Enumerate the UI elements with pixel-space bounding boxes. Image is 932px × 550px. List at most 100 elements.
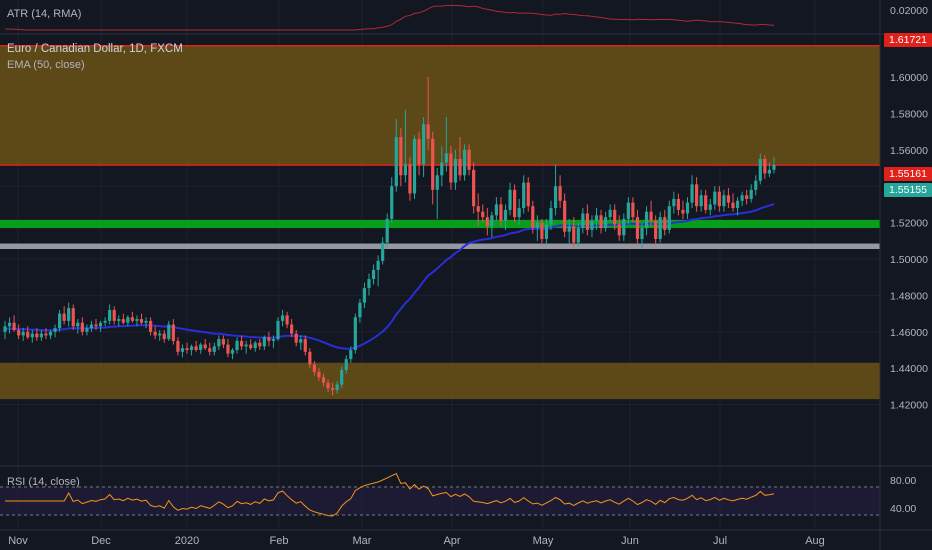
candle — [98, 320, 103, 332]
candle-body — [353, 317, 357, 350]
candle — [604, 211, 608, 232]
candle-body — [481, 211, 485, 218]
candle-body — [294, 333, 298, 343]
candle-body — [189, 346, 194, 350]
candle-body — [740, 195, 744, 201]
candle-body — [258, 342, 262, 347]
candle-body — [76, 322, 80, 327]
candle — [626, 197, 630, 225]
candle-body — [44, 333, 48, 336]
candle — [335, 380, 339, 394]
candle — [767, 162, 771, 178]
candle — [567, 218, 571, 245]
candle-body — [658, 217, 662, 239]
time-tick-label: Dec — [91, 535, 111, 547]
candle-body — [321, 377, 326, 383]
candle — [613, 204, 617, 230]
candle — [199, 342, 203, 354]
candle — [385, 213, 389, 249]
candle-body — [513, 189, 517, 218]
candle-body — [417, 138, 421, 165]
candle-body — [235, 340, 239, 350]
candle-body — [53, 328, 57, 332]
ema-indicator-label[interactable]: EMA (50, close) — [7, 59, 85, 71]
candle — [722, 189, 726, 212]
rsi-indicator-label[interactable]: RSI (14, close) — [7, 476, 80, 488]
candle-body — [663, 217, 667, 230]
candle-body — [544, 224, 549, 239]
candle-body — [367, 279, 371, 289]
candle-body — [381, 242, 385, 261]
candle-body — [262, 337, 266, 347]
candle — [303, 335, 307, 356]
candle — [94, 319, 98, 330]
candle-body — [171, 324, 175, 341]
candle-body — [685, 202, 690, 214]
candle — [440, 146, 444, 187]
candle-body — [290, 324, 294, 334]
candle — [426, 77, 430, 150]
candle — [608, 204, 612, 223]
candle-body — [695, 184, 699, 207]
price-tick-label: 1.48000 — [890, 290, 928, 302]
candle — [67, 302, 71, 327]
candle-body — [531, 206, 535, 229]
candle-body — [394, 137, 398, 187]
candle-body — [449, 153, 453, 183]
candle — [617, 215, 621, 241]
candle-body — [767, 169, 771, 174]
candle-body — [581, 213, 585, 229]
time-axis[interactable]: Nov Dec 2020 Feb Mar Apr May Jun Jul Aug — [8, 535, 825, 547]
candle-body — [48, 331, 53, 336]
candle — [631, 197, 635, 223]
candle-body — [503, 209, 508, 221]
rsi-band — [0, 487, 880, 515]
candle — [126, 315, 130, 327]
candle-body — [144, 320, 148, 323]
candle-body — [71, 308, 75, 327]
candle — [731, 193, 735, 212]
candle — [153, 326, 157, 340]
resistance-price-label: 1.55161 — [884, 167, 932, 181]
candle-body — [212, 346, 216, 352]
atr-indicator-label[interactable]: ATR (14, RMA) — [7, 8, 82, 20]
candle — [676, 193, 680, 216]
candle-body — [735, 200, 740, 209]
candle-body — [226, 344, 230, 354]
candle-body — [699, 195, 703, 207]
candle — [212, 342, 216, 356]
candle-body — [422, 124, 426, 165]
candle — [226, 339, 230, 358]
candle — [194, 340, 198, 352]
time-tick-label: Mar — [353, 535, 372, 547]
candle — [462, 144, 467, 181]
candle-body — [494, 204, 498, 216]
candle-body — [499, 204, 503, 221]
candle-body — [540, 222, 544, 239]
candle-body — [35, 333, 39, 338]
candle — [540, 218, 544, 245]
symbol-title[interactable]: Euro / Canadian Dollar, 1D, FXCM — [7, 43, 183, 55]
candle-body — [553, 186, 558, 209]
candle-body — [371, 269, 376, 280]
candle — [171, 319, 175, 345]
candle-body — [162, 333, 166, 340]
candle — [403, 109, 407, 183]
candle — [240, 335, 244, 350]
candle-body — [26, 331, 30, 338]
candle — [203, 339, 207, 350]
candle — [321, 373, 326, 387]
candle-body — [640, 228, 644, 239]
candle — [549, 200, 553, 230]
candle-body — [558, 186, 562, 201]
candle-body — [399, 137, 403, 176]
candle — [253, 340, 257, 352]
candle-body — [312, 364, 316, 372]
candle-body — [676, 198, 680, 210]
candle — [367, 273, 371, 296]
candle-body — [390, 186, 394, 219]
candle — [558, 175, 562, 209]
candle — [563, 193, 567, 238]
candle-body — [271, 339, 276, 341]
